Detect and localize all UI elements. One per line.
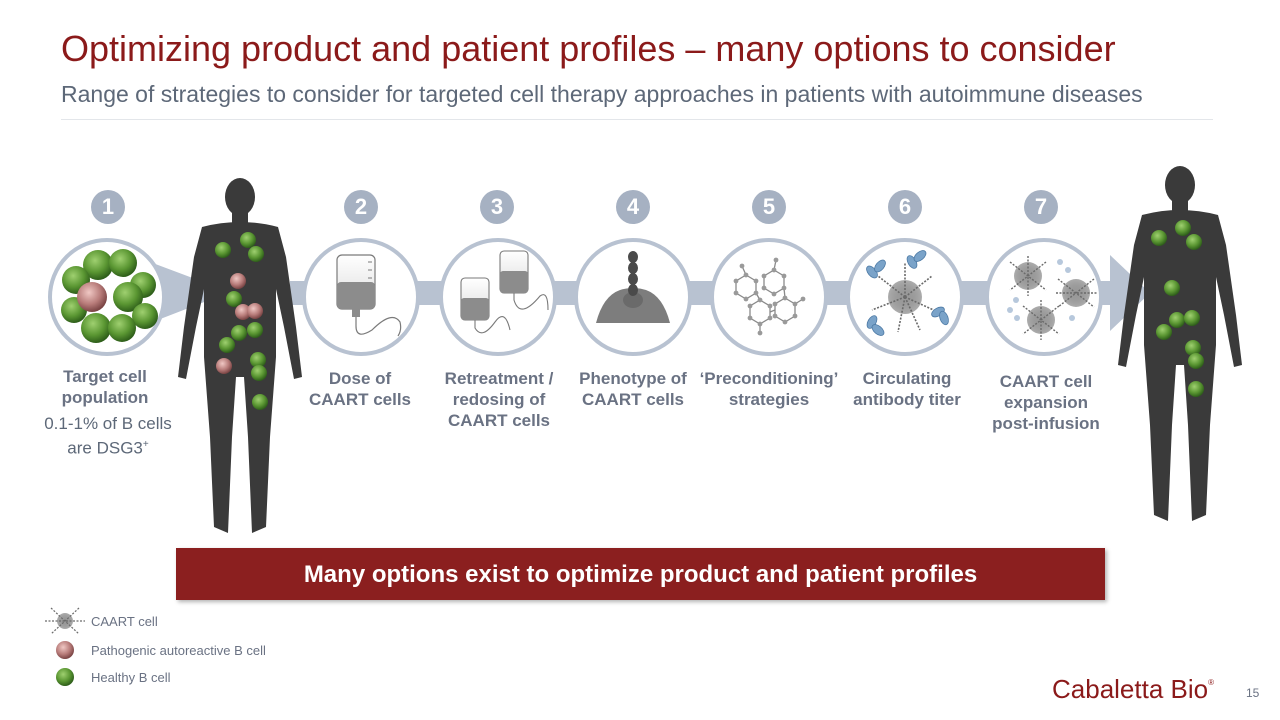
step-5-label: ‘Preconditioning’ strategies xyxy=(699,369,839,409)
step-7-number: 7 xyxy=(1024,190,1058,224)
target-population-icon xyxy=(48,238,230,356)
header-divider xyxy=(61,119,1213,120)
page-title: Optimizing product and patient profiles … xyxy=(61,28,1116,69)
step-1-number: 1 xyxy=(91,190,125,224)
company-logo: Cabaletta Bio® xyxy=(1052,674,1215,704)
iv-bag-icon xyxy=(302,238,420,356)
step-1-label: Target cell population xyxy=(61,367,149,407)
flow-arrow xyxy=(290,255,1150,331)
healthy-b-cell-icon xyxy=(56,668,74,686)
caart-cell-icon xyxy=(45,607,85,635)
pathogenic-b-cell-icon xyxy=(56,641,74,659)
step-6-label: Circulating antibody titer xyxy=(853,369,961,409)
step-7-label: CAART cell expansion post-infusion xyxy=(992,372,1100,433)
step-1-detail: 0.1-1% of B cells are DSG3+ xyxy=(44,414,172,458)
step-4-number: 4 xyxy=(616,190,650,224)
step-5-number: 5 xyxy=(752,190,786,224)
step-2-number: 2 xyxy=(344,190,378,224)
caart-expansion-icon xyxy=(985,238,1103,356)
step-4-label: Phenotype of CAART cells xyxy=(579,369,687,409)
molecule-icon xyxy=(710,238,828,356)
legend-caart-cell: CAART cell xyxy=(91,614,158,629)
antibody-titer-icon xyxy=(846,238,964,356)
legend-pathogenic-b-cell: Pathogenic autoreactive B cell xyxy=(91,643,266,658)
redosing-bags-icon xyxy=(439,238,557,356)
step-3-number: 3 xyxy=(480,190,514,224)
patient-silhouette-before xyxy=(178,178,302,533)
step-2-label: Dose of CAART cells xyxy=(308,369,412,409)
key-message-banner: Many options exist to optimize product a… xyxy=(176,548,1105,600)
step-6-number: 6 xyxy=(888,190,922,224)
legend-healthy-b-cell: Healthy B cell xyxy=(91,670,171,685)
page-subtitle: Range of strategies to consider for targ… xyxy=(61,81,1143,107)
phenotype-icon xyxy=(574,238,692,356)
page-number: 15 xyxy=(1246,686,1260,700)
patient-silhouette-after xyxy=(1118,166,1242,521)
step-3-label: Retreatment / redosing of CAART cells xyxy=(444,369,554,430)
